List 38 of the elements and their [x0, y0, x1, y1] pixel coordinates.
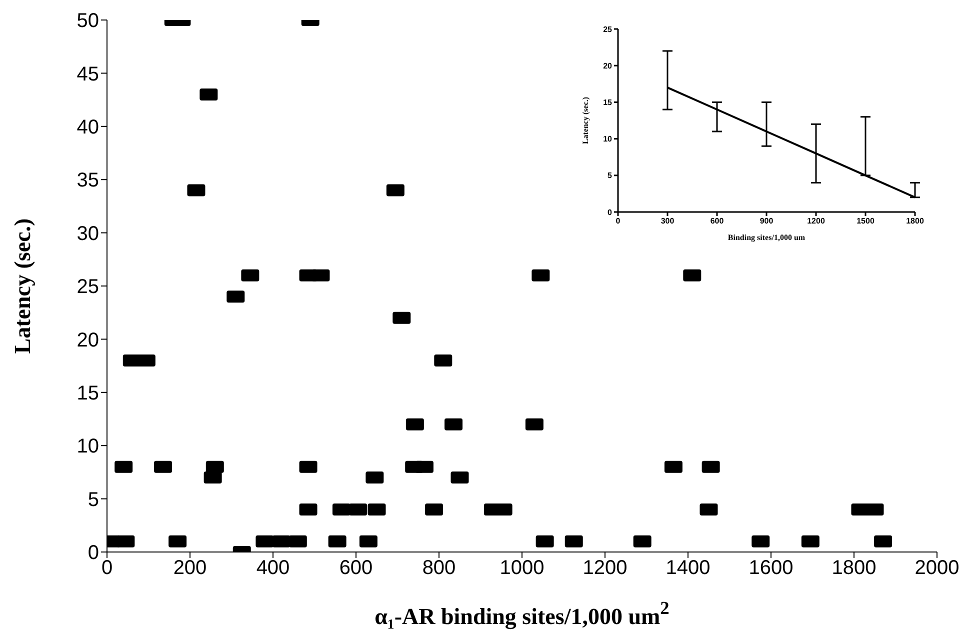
x-axis-title: α₁-AR binding sites/1,000 um$^{2}$ — [374, 598, 670, 630]
y-tick-label: 25 — [76, 276, 99, 298]
x-tick-label: 400 — [256, 557, 290, 580]
x-tick-label: 1800 — [832, 557, 876, 580]
y-tick-label: 35 — [76, 170, 99, 192]
x-tick-label: 600 — [710, 216, 724, 226]
y-tick-label: 0 — [608, 208, 613, 217]
x-tick-label: 2000 — [914, 557, 960, 580]
x-tick-label: 1600 — [748, 557, 794, 580]
x-tick-label: 200 — [173, 557, 207, 580]
x-tick-label: 1400 — [666, 557, 710, 580]
y-tick-label: 30 — [76, 222, 99, 245]
x-tick-label: 1800 — [906, 216, 924, 226]
x-tick-label: 300 — [660, 216, 675, 226]
y-tick-label: 20 — [603, 61, 613, 70]
x-tick-label: 900 — [760, 216, 774, 226]
x-tick-label: 1200 — [582, 557, 628, 580]
y-tick-label: 5 — [88, 488, 99, 511]
y-tick-label: 20 — [76, 329, 99, 352]
y-tick-label: 10 — [76, 436, 99, 458]
x-tick-label: 1500 — [856, 216, 875, 226]
y-tick-label: 0 — [88, 542, 99, 564]
x-tick-label: 800 — [422, 557, 456, 580]
x-tick-label: 600 — [339, 557, 373, 580]
y-tick-label: 40 — [76, 116, 99, 138]
x-tick-label: 1200 — [807, 216, 826, 226]
x-axis-title: Binding sites/1,000 um — [728, 233, 806, 242]
y-tick-label: 5 — [608, 171, 613, 180]
y-tick-label: 25 — [603, 24, 613, 34]
y-tick-label: 15 — [603, 98, 613, 108]
x-tick-label: 1000 — [500, 557, 544, 580]
y-tick-label: 45 — [76, 63, 99, 86]
y-tick-label: 15 — [76, 382, 99, 404]
y-tick-label: 50 — [76, 10, 99, 32]
y-axis-title: Latency (sec.) — [10, 218, 35, 354]
x-tick-label: 0 — [616, 216, 621, 226]
y-tick-label: 10 — [603, 134, 613, 144]
y-axis-title: Latency (sec.) — [581, 96, 590, 144]
